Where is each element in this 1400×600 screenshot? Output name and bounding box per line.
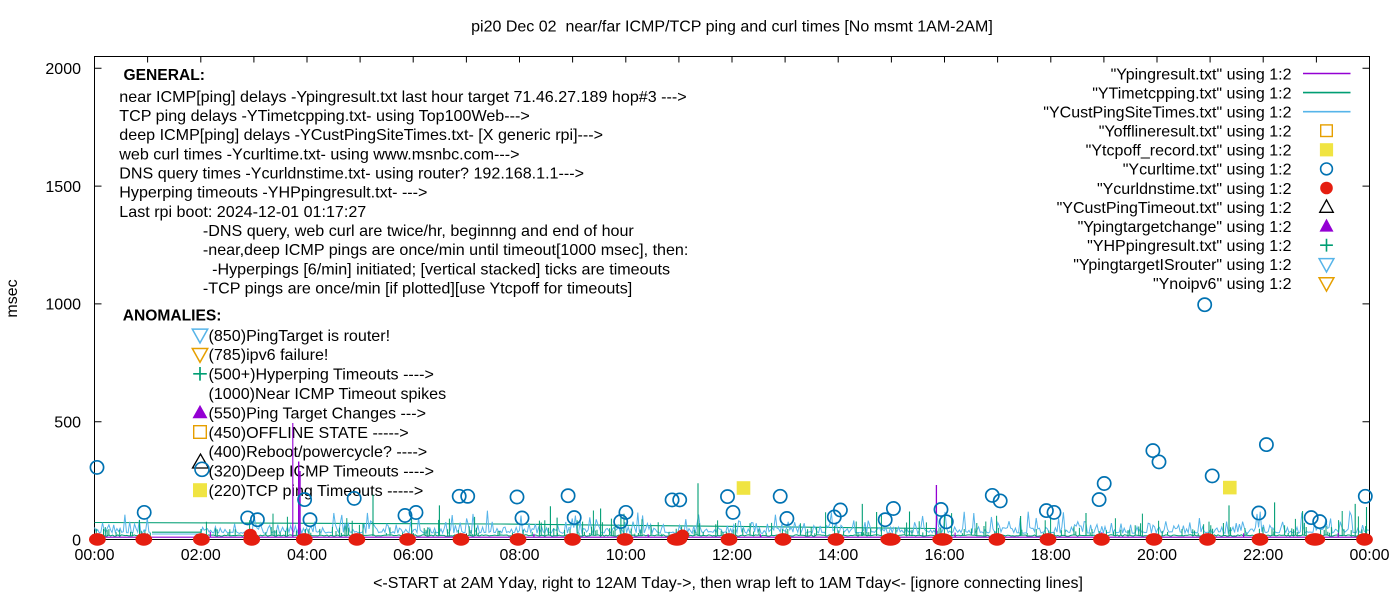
svg-text:(850)PingTarget is router!: (850)PingTarget is router! (209, 327, 391, 345)
svg-text:web curl times -Ycurltime.txt-: web curl times -Ycurltime.txt- using www… (118, 145, 519, 163)
svg-text:1000: 1000 (45, 297, 81, 314)
svg-text:(450)OFFLINE STATE ----->: (450)OFFLINE STATE -----> (209, 424, 409, 442)
svg-text:22:00: 22:00 (1243, 547, 1283, 564)
svg-text:(500+)Hyperping Timeouts ---->: (500+)Hyperping Timeouts ----> (209, 366, 434, 384)
svg-text:-near,deep ICMP pings are once: -near,deep ICMP pings are once/min until… (203, 241, 688, 259)
svg-text:00:00: 00:00 (1349, 547, 1389, 564)
svg-text:-TCP pings are once/min [if pl: -TCP pings are once/min [if plotted][use… (203, 280, 632, 298)
svg-text:14:00: 14:00 (818, 547, 858, 564)
svg-text:08:00: 08:00 (499, 547, 539, 564)
svg-text:(400)Reboot/powercycle? ---->: (400)Reboot/powercycle? ----> (209, 443, 428, 461)
svg-text:"Ynoipv6" using 1:2: "Ynoipv6" using 1:2 (1153, 276, 1292, 293)
svg-text:12:00: 12:00 (712, 547, 752, 564)
svg-text:(220)TCP ping Timeouts ----->: (220)TCP ping Timeouts -----> (209, 482, 424, 500)
svg-text:04:00: 04:00 (287, 547, 327, 564)
svg-text:Last rpi boot: 2024-12-01 01:1: Last rpi boot: 2024-12-01 01:17:27 (119, 203, 366, 221)
svg-text:20:00: 20:00 (1137, 547, 1177, 564)
svg-text:deep ICMP[ping] delays -YCustP: deep ICMP[ping] delays -YCustPingSiteTim… (119, 126, 603, 144)
svg-text:TCP ping delays -YTimetcpping.: TCP ping delays -YTimetcpping.txt- using… (119, 107, 529, 125)
svg-text:06:00: 06:00 (393, 547, 433, 564)
svg-text:"Yofflineresult.txt" using 1:2: "Yofflineresult.txt" using 1:2 (1099, 124, 1292, 141)
svg-text:10:00: 10:00 (606, 547, 646, 564)
svg-text:18:00: 18:00 (1031, 547, 1071, 564)
svg-text:"YTimetcpping.txt" using 1:2: "YTimetcpping.txt" using 1:2 (1092, 85, 1291, 102)
svg-text:-DNS query, web curl are twice: -DNS query, web curl are twice/hr, begin… (203, 222, 635, 240)
svg-text:GENERAL:: GENERAL: (124, 67, 205, 84)
svg-text:"Ypingtargetchange" using 1:2: "Ypingtargetchange" using 1:2 (1078, 219, 1292, 236)
svg-text:500: 500 (54, 415, 81, 432)
svg-text:near ICMP[ping] delays -Ypingr: near ICMP[ping] delays -Ypingresult.txt … (119, 88, 686, 106)
svg-text:"YCustPingTimeout.txt" using 1: "YCustPingTimeout.txt" using 1:2 (1057, 200, 1292, 217)
svg-text:(1000)Near ICMP Timeout spikes: (1000)Near ICMP Timeout spikes (209, 385, 447, 403)
svg-text:1500: 1500 (45, 179, 81, 196)
svg-text:02:00: 02:00 (181, 547, 221, 564)
svg-text:DNS query times -Ycurldnstime.: DNS query times -Ycurldnstime.txt- using… (119, 165, 584, 183)
svg-text:"YpingtargetISrouter" using 1:: "YpingtargetISrouter" using 1:2 (1073, 257, 1291, 274)
svg-text:"Ycurltime.txt" using 1:2: "Ycurltime.txt" using 1:2 (1123, 162, 1292, 179)
svg-text:(550)Ping Target Changes --->: (550)Ping Target Changes ---> (209, 404, 427, 422)
svg-text:"Ycurldnstime.txt" using 1:2: "Ycurldnstime.txt" using 1:2 (1097, 181, 1292, 198)
svg-text:(320)Deep ICMP Timeouts ---->: (320)Deep ICMP Timeouts ----> (209, 463, 435, 481)
svg-text:(785)ipv6 failure!: (785)ipv6 failure! (209, 346, 329, 364)
svg-text:"Ypingresult.txt" using 1:2: "Ypingresult.txt" using 1:2 (1111, 66, 1292, 83)
svg-text:msec: msec (4, 279, 21, 317)
svg-text:ANOMALIES:: ANOMALIES: (123, 308, 222, 325)
svg-text:16:00: 16:00 (924, 547, 964, 564)
svg-text:pi20 Dec 02 near/far ICMP/TCP: pi20 Dec 02 near/far ICMP/TCP ping and c… (471, 19, 993, 36)
svg-text:2000: 2000 (45, 61, 81, 78)
svg-text:<-START at 2AM Yday, right to: <-START at 2AM Yday, right to 12AM Tday-… (373, 575, 1083, 592)
svg-text:"YCustPingSiteTimes.txt" using: "YCustPingSiteTimes.txt" using 1:2 (1043, 105, 1291, 122)
svg-text:00:00: 00:00 (74, 547, 114, 564)
svg-text:"YHPpingresult.txt" using 1:2: "YHPpingresult.txt" using 1:2 (1087, 238, 1291, 255)
svg-text:"Ytcpoff_record.txt" using 1:2: "Ytcpoff_record.txt" using 1:2 (1086, 143, 1292, 160)
svg-text:Hyperping timeouts -YHPpingres: Hyperping timeouts -YHPpingresult.txt- -… (119, 184, 427, 202)
svg-text:0: 0 (72, 532, 81, 549)
svg-text:-Hyperpings [6/min] initiated;: -Hyperpings [6/min] initiated; [vertical… (212, 260, 670, 278)
